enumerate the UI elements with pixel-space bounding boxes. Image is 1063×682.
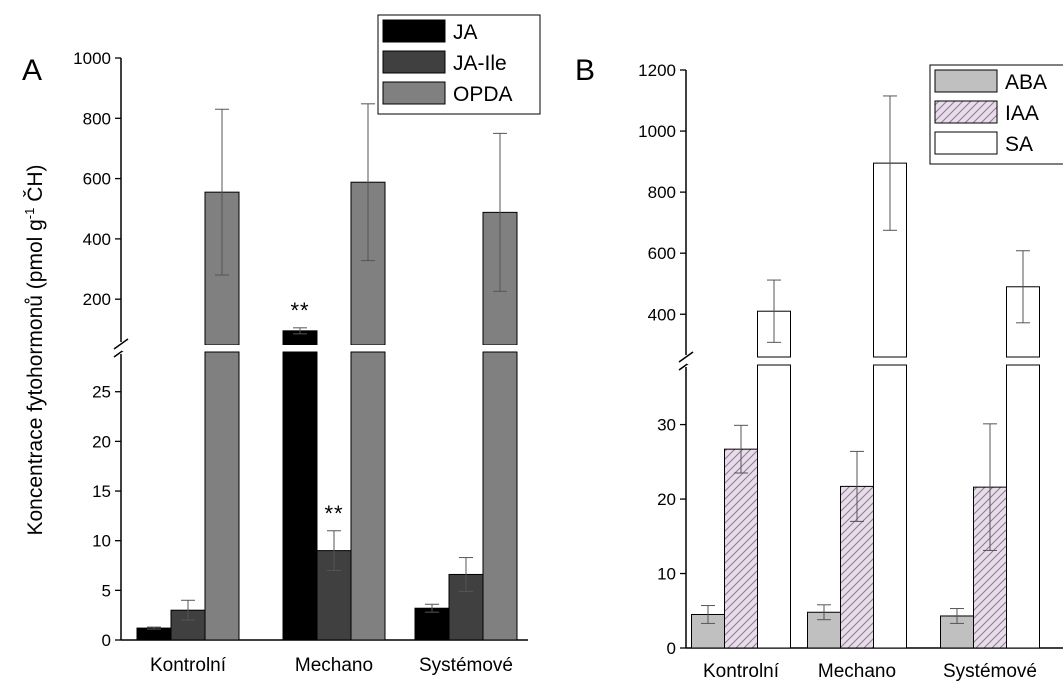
legend-swatch-ja-ile [382,50,446,74]
x-tick-label-systemove: Systémové [419,655,513,676]
y-tick-label: 25 [92,383,111,402]
legend-label-aba: ABA [1005,71,1047,94]
panel-a: A Koncentrace fytohormonů (pmol g-1 ČH) 0 5… [22,14,541,676]
legend-label-ja-ile: JA-Ile [453,52,507,75]
y-axis-label: Koncentrace fytohormonů (pmol g-1 ČH) [22,164,47,535]
bar-ja-mechano [282,351,318,641]
legend-swatch-iaa [934,100,998,124]
axis-break-gap [687,358,1063,364]
error-bar-ja-ile-mechano [327,530,341,571]
axis-break-mark [678,351,694,363]
error-bar-sa-mechano [883,95,897,231]
x-tick-label-systemove: Systémové [943,661,1037,682]
legend-label-sa: SA [1005,133,1033,156]
error-bar-ja-mechano [293,327,307,335]
error-bar-iaa-systemove [983,423,997,551]
bar-opda-systemove [482,351,518,641]
y-tick-label: 0 [102,631,111,650]
error-bar-ja-systemove [425,603,439,613]
bar-iaa-kontrolni [724,448,758,649]
legend-swatch-sa [934,131,998,155]
legend-swatch-aba [934,69,998,93]
bar-ja-systemove [414,607,450,641]
significance-stars: ** [290,298,309,323]
bar-sa-kontrolni [757,364,791,649]
bar-sa-mechano [873,364,907,649]
x-tick-label-kontrolni: Kontrolní [703,661,780,682]
error-bar-ja-kontrolni [147,626,161,630]
error-bar-sa-systemove [1016,250,1030,324]
error-bar-iaa-mechano [850,450,864,522]
y-tick-label: 15 [92,482,111,501]
bar-sa-systemove [1006,364,1040,649]
panel-b: B 0 10 20 30 400 600 800 1000 1200 Kontrolní Mechan… [575,54,1063,682]
y-tick-label: 20 [657,490,676,509]
error-bar-iaa-kontrolni [734,424,748,474]
error-bar-ja-ile-kontrolni [181,599,195,621]
error-bar-ja-ile-systemove [459,557,473,592]
error-bar-aba-systemove [950,608,964,624]
error-bar-sa-kontrolni [767,279,781,343]
error-bar-opda-kontrolni [215,108,229,276]
axis-break-mark [113,338,129,350]
axis-break-gap [122,345,528,351]
y-tick-label: 1000 [73,49,111,68]
y-tick-label: 30 [657,416,676,435]
panel-label: A [22,54,42,87]
y-tick-label: 10 [657,565,676,584]
y-tick-label: 1200 [638,61,676,80]
y-tick-label: 800 [83,109,111,128]
y-tick-label: 5 [102,581,111,600]
legend-swatch-opda [382,81,446,105]
bar-opda-kontrolni [204,351,240,641]
x-tick-label-mechano: Mechano [295,655,373,676]
legend-swatch-ja [382,19,446,43]
x-tick-label-kontrolni: Kontrolní [150,655,227,676]
y-tick-label: 600 [648,244,676,263]
legend-label-iaa: IAA [1005,102,1039,125]
error-bar-opda-systemove [493,132,507,292]
y-tick-label: 600 [83,170,111,189]
significance-stars: ** [324,501,343,526]
y-tick-label: 200 [83,290,111,309]
y-tick-label: 800 [648,183,676,202]
bar-opda-mechano [350,351,386,641]
y-tick-label: 20 [92,432,111,451]
error-bar-aba-kontrolni [701,605,715,624]
y-tick-label: 1000 [638,122,676,141]
legend-label-ja: JA [453,21,478,44]
y-tick-label: 0 [667,639,676,658]
legend-label-opda: OPDA [453,83,513,106]
bar-ja-kontrolni [136,627,172,641]
error-bar-aba-mechano [817,604,831,621]
panel-label: B [575,54,595,87]
y-tick-label: 400 [83,230,111,249]
y-tick-label: 10 [92,532,111,551]
error-bar-opda-mechano [361,103,375,262]
y-tick-label: 400 [648,305,676,324]
x-tick-label-mechano: Mechano [818,661,896,682]
